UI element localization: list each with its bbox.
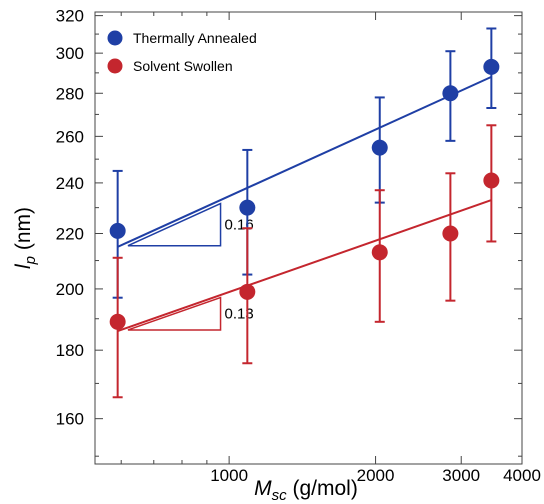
fit-line (117, 199, 492, 333)
legend-marker (107, 30, 123, 46)
legend-label: Solvent Swollen (133, 58, 233, 74)
fit-line (117, 75, 492, 248)
y-tick-label: 260 (56, 127, 84, 146)
slope-triangle (127, 202, 222, 247)
y-tick-label: 300 (56, 44, 84, 63)
y-tick-label: 180 (56, 341, 84, 360)
data-point (239, 199, 256, 216)
x-tick-label: 3000 (442, 466, 480, 485)
x-axis-label: Msc (g/mol) (254, 477, 358, 504)
data-point (371, 139, 388, 156)
slope-label: 0.13 (225, 306, 254, 323)
data-point (483, 172, 500, 189)
slope-triangle (127, 296, 222, 331)
slope-label: 0.16 (225, 217, 254, 234)
data-point (239, 283, 256, 300)
y-tick-label: 240 (56, 174, 84, 193)
y-tick-label: 280 (56, 84, 84, 103)
x-tick-label: 1000 (210, 466, 248, 485)
y-tick-label: 320 (56, 7, 84, 26)
x-tick-label: 4000 (503, 466, 541, 485)
data-point (442, 225, 459, 242)
data-point (371, 244, 388, 261)
plot-frame (94, 11, 523, 465)
legend-marker (107, 58, 123, 74)
data-point (483, 58, 500, 75)
series-layer: 0.16 0.13 (109, 27, 500, 399)
y-axis-ticks: 160 180 200 220 240 260 280 300 320 (56, 7, 522, 457)
series-1: 0.13 (109, 124, 500, 399)
data-point (109, 222, 126, 239)
y-axis-label: lp (nm) (12, 207, 39, 269)
data-point (442, 85, 459, 102)
y-tick-label: 160 (56, 410, 84, 429)
data-point (109, 313, 126, 330)
legend-label: Thermally Annealed (133, 30, 257, 46)
y-tick-label: 200 (56, 280, 84, 299)
x-tick-label: 2000 (357, 466, 395, 485)
legend: Thermally Annealed Solvent Swollen (107, 30, 257, 74)
y-tick-label: 220 (56, 224, 84, 243)
